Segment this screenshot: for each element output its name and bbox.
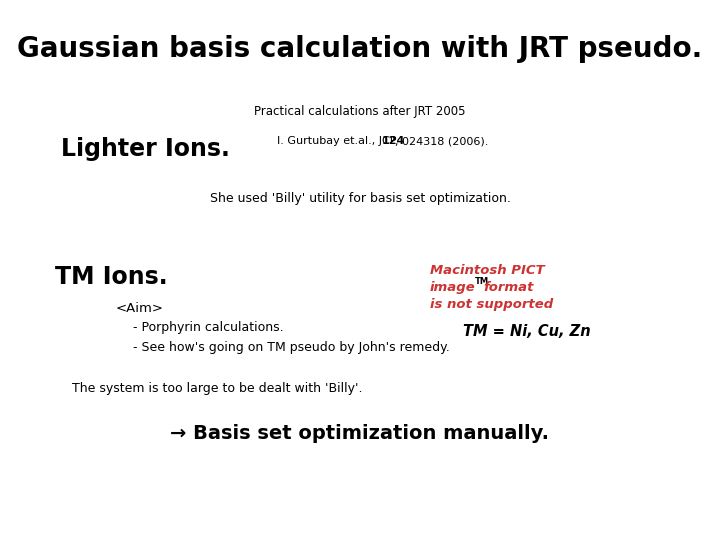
Text: I. Gurtubay et.al., JCP: I. Gurtubay et.al., JCP (277, 136, 400, 146)
Text: - See how's going on TM pseudo by John's remedy.: - See how's going on TM pseudo by John's… (133, 341, 450, 354)
Text: Gaussian basis calculation with JRT pseudo.: Gaussian basis calculation with JRT pseu… (17, 35, 703, 63)
Text: Macintosh PICT: Macintosh PICT (430, 264, 544, 276)
Text: is not supported: is not supported (430, 298, 553, 311)
Text: She used 'Billy' utility for basis set optimization.: She used 'Billy' utility for basis set o… (210, 192, 510, 205)
Text: 124: 124 (382, 136, 405, 146)
Text: <Aim>: <Aim> (115, 302, 163, 315)
Text: , 024318 (2006).: , 024318 (2006). (395, 136, 488, 146)
Text: - Porphyrin calculations.: - Porphyrin calculations. (133, 321, 284, 334)
Text: TM Ions.: TM Ions. (55, 265, 167, 288)
Text: Lighter Ions.: Lighter Ions. (61, 137, 230, 160)
Text: TM = Ni, Cu, Zn: TM = Ni, Cu, Zn (463, 324, 590, 339)
Text: The system is too large to be dealt with 'Billy'.: The system is too large to be dealt with… (72, 382, 362, 395)
Text: → Basis set optimization manually.: → Basis set optimization manually. (171, 424, 549, 443)
Text: Practical calculations after JRT 2005: Practical calculations after JRT 2005 (254, 105, 466, 118)
Text: image: image (430, 281, 476, 294)
Text: format: format (484, 281, 534, 294)
Text: TM: TM (475, 277, 490, 286)
